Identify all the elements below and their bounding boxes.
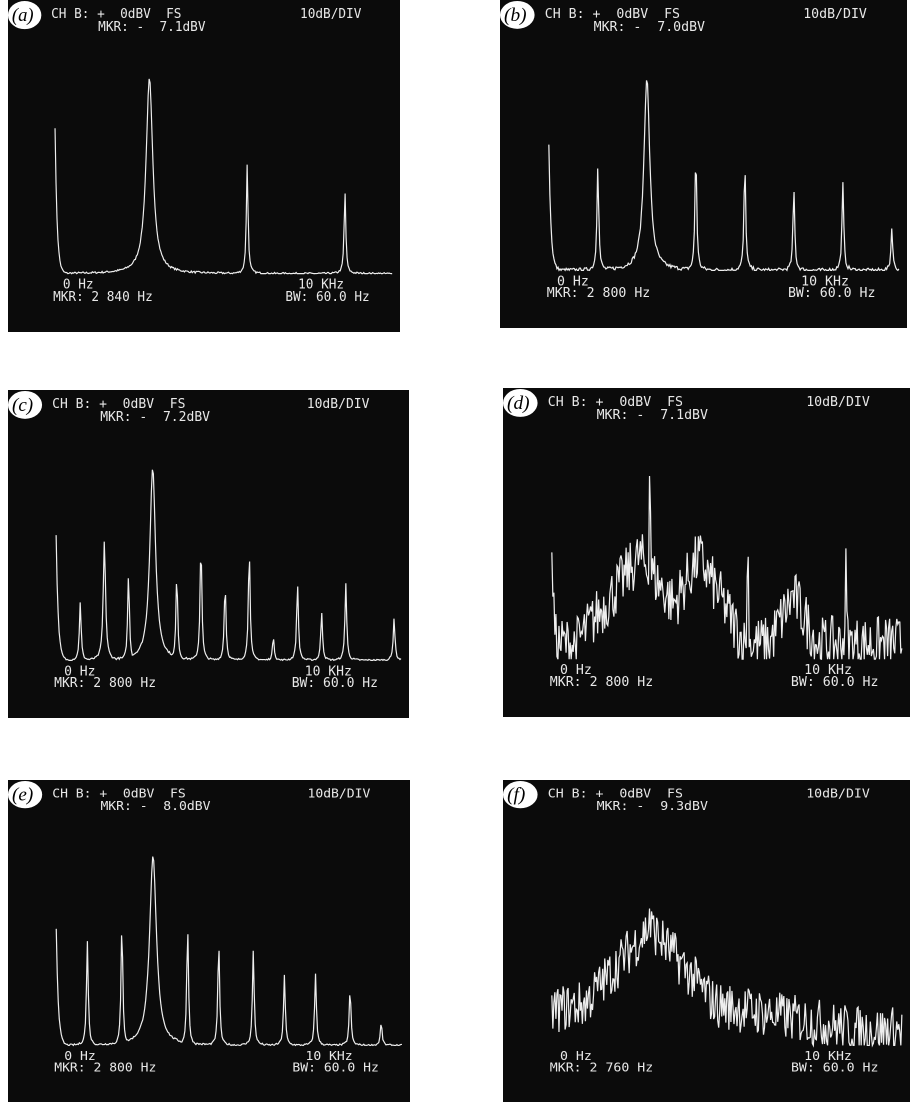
marker-level: MKR: - 7.1dBV [98, 20, 206, 35]
spectrum-trace [56, 470, 401, 661]
marker-freq: MKR: 2 800 Hz [54, 1061, 156, 1076]
scale: 10dB/DIV [806, 787, 870, 802]
marker-freq: MKR: 2 800 Hz [550, 675, 653, 690]
marker-level: MKR: - 7.2dBV [100, 410, 210, 425]
scale: 10dB/DIV [803, 7, 867, 22]
marker-freq: MKR: 2 800 Hz [54, 676, 156, 691]
bandwidth: BW: 60.0 Hz [292, 676, 378, 691]
panel-label: (a) [12, 5, 34, 26]
spectrum-trace [552, 476, 902, 659]
marker-level: MKR: - 9.3dBV [597, 799, 709, 814]
marker-level: MKR: - 7.1dBV [597, 408, 708, 423]
marker-freq: MKR: 2 800 Hz [547, 286, 650, 301]
panel-label: (c) [12, 395, 33, 416]
bandwidth: BW: 60.0 Hz [292, 1061, 378, 1076]
scale: 10dB/DIV [300, 7, 362, 22]
bandwidth: BW: 60.0 Hz [788, 286, 876, 301]
marker-level: MKR: - 7.0dBV [594, 20, 706, 35]
marker-freq: MKR: 2 760 Hz [550, 1061, 653, 1076]
scale: 10dB/DIV [307, 397, 370, 412]
bandwidth: BW: 60.0 Hz [791, 1061, 878, 1076]
scale: 10dB/DIV [806, 395, 870, 410]
figure: (a)CH B: + 0dBV FS10dB/DIVMKR: - 7.1dBV0… [0, 0, 915, 1102]
panel-label: (d) [507, 393, 530, 414]
bandwidth: BW: 60.0 Hz [285, 290, 369, 305]
spectrum-trace [549, 80, 899, 270]
marker-level: MKR: - 8.0dBV [100, 799, 210, 814]
panel-label: (f) [507, 785, 525, 806]
spectrum-trace [552, 909, 902, 1046]
spectrum-trace [56, 857, 402, 1046]
scale: 10dB/DIV [307, 787, 370, 802]
panel-label: (b) [504, 5, 527, 26]
marker-freq: MKR: 2 840 Hz [53, 290, 153, 305]
bandwidth: BW: 60.0 Hz [791, 675, 879, 690]
panel-label: (e) [12, 785, 33, 806]
spectrum-trace [55, 79, 392, 274]
